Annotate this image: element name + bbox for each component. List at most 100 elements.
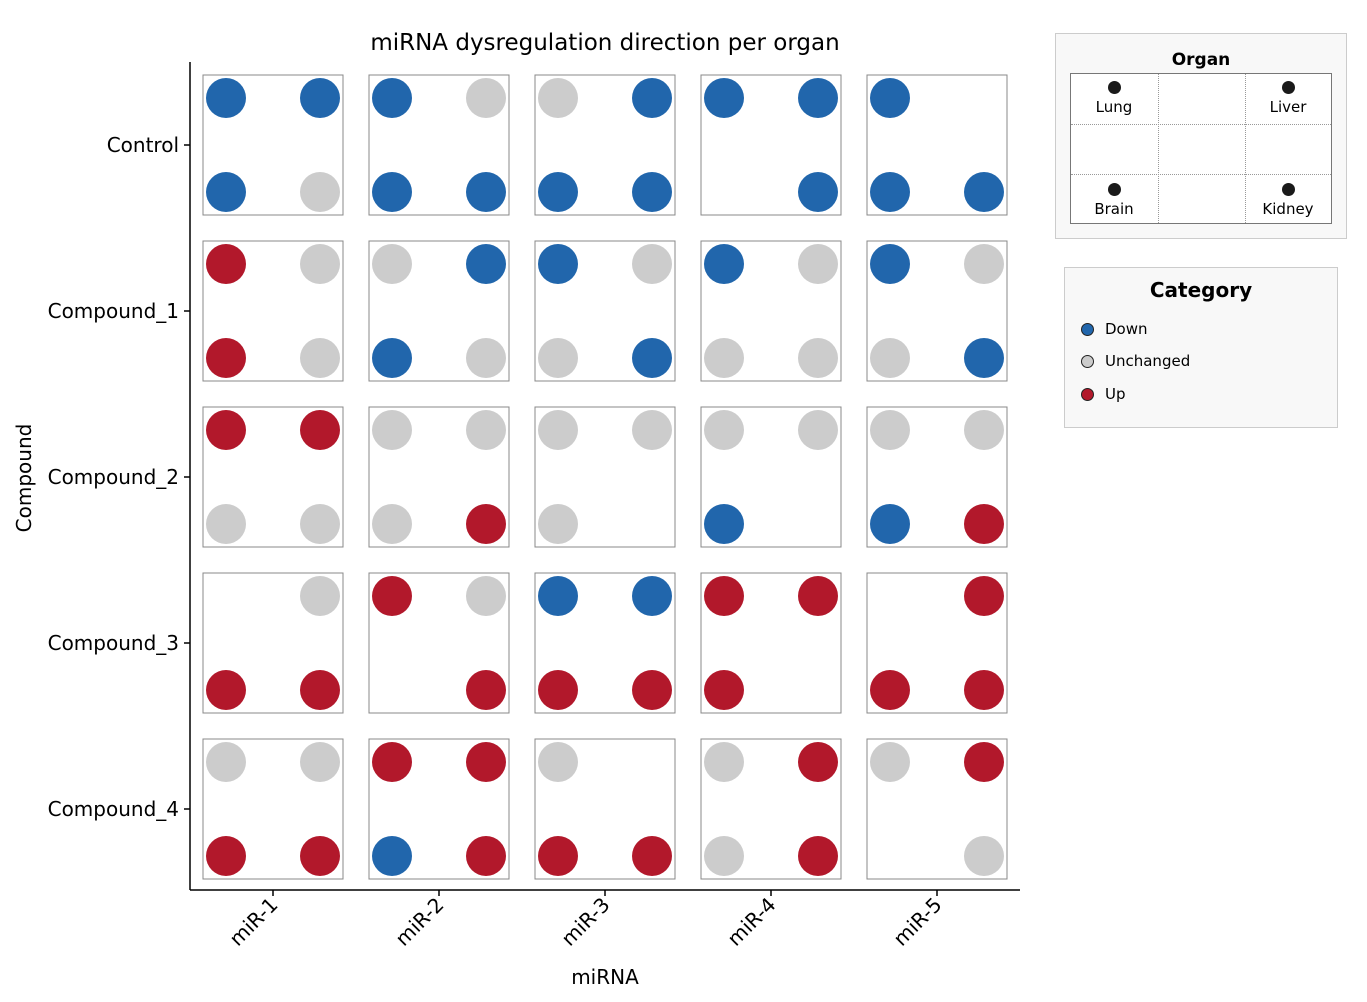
marker-lung-unchanged [870, 742, 910, 782]
organ-label-kidney: Kidney [1262, 200, 1314, 218]
organ-marker-dot [1107, 183, 1121, 196]
grid-divider [1071, 174, 1331, 175]
organ-position-lung: Lung [1079, 81, 1149, 116]
marker-brain-unchanged [206, 504, 246, 544]
y-tick-label: Control [107, 133, 179, 157]
marker-kidney-up [466, 504, 506, 544]
marker-lung-up [206, 410, 246, 450]
legend-item-up: Up [1081, 384, 1126, 404]
marker-brain-unchanged [870, 338, 910, 378]
unchanged-swatch-icon [1081, 354, 1094, 368]
marker-liver-unchanged [964, 410, 1004, 450]
marker-lung-down [704, 78, 744, 118]
marker-brain-down [372, 338, 412, 378]
marker-brain-unchanged [538, 338, 578, 378]
down-swatch-icon [1081, 322, 1094, 336]
organ-marker-dot [1107, 81, 1121, 94]
marker-lung-unchanged [870, 410, 910, 450]
marker-brain-up [206, 670, 246, 710]
marker-liver-unchanged [466, 576, 506, 616]
y-axis-ticks: Control Compound_1 Compound_2 Compound_3 Com… [48, 133, 190, 821]
marker-kidney-up [798, 836, 838, 876]
marker-kidney-up [466, 836, 506, 876]
marker-brain-down [372, 836, 412, 876]
marker-liver-up [300, 410, 340, 450]
marker-brain-unchanged [704, 836, 744, 876]
legend-label-unchanged: Unchanged [1105, 352, 1191, 370]
marker-kidney-down [798, 172, 838, 212]
marker-liver-unchanged [300, 244, 340, 284]
marker-liver-unchanged [466, 78, 506, 118]
marker-liver-up [798, 742, 838, 782]
marker-lung-unchanged [206, 742, 246, 782]
marker-lung-unchanged [538, 78, 578, 118]
marker-liver-up [798, 576, 838, 616]
marker-kidney-down [632, 172, 672, 212]
marker-lung-unchanged [704, 410, 744, 450]
category-legend-title: Category [1149, 278, 1253, 302]
x-tick-label: miR-3 [556, 893, 614, 951]
marker-liver-unchanged [300, 742, 340, 782]
marker-liver-up [964, 576, 1004, 616]
up-swatch-icon [1081, 387, 1094, 401]
marker-liver-unchanged [798, 410, 838, 450]
marker-liver-unchanged [466, 410, 506, 450]
marker-kidney-down [964, 338, 1004, 378]
marker-liver-unchanged [964, 244, 1004, 284]
marker-liver-down [798, 78, 838, 118]
marker-liver-up [466, 742, 506, 782]
organ-marker-dot [1281, 81, 1295, 94]
y-tick-label: Compound_3 [48, 631, 179, 655]
marker-brain-up [870, 670, 910, 710]
marker-brain-unchanged [538, 504, 578, 544]
marker-brain-down [538, 172, 578, 212]
x-tick-label: miR-1 [224, 893, 282, 951]
marker-lung-unchanged [372, 410, 412, 450]
marker-brain-down [870, 172, 910, 212]
plot-area [202, 74, 1008, 880]
x-tick-label: miR-5 [888, 893, 946, 951]
organ-label-brain: Brain [1094, 200, 1134, 218]
marker-kidney-up [964, 670, 1004, 710]
marker-lung-down [538, 576, 578, 616]
marker-brain-up [538, 836, 578, 876]
marker-liver-up [964, 742, 1004, 782]
marker-kidney-unchanged [798, 338, 838, 378]
marker-lung-unchanged [538, 410, 578, 450]
marker-lung-unchanged [372, 244, 412, 284]
marker-lung-down [704, 244, 744, 284]
marker-kidney-up [466, 670, 506, 710]
marker-kidney-down [466, 172, 506, 212]
marker-brain-down [870, 504, 910, 544]
grid-divider [1158, 74, 1159, 223]
organ-label-lung: Lung [1095, 98, 1133, 116]
organ-position-brain: Brain [1079, 183, 1149, 218]
marker-kidney-up [632, 670, 672, 710]
marker-lung-up [206, 244, 246, 284]
legend-item-down: Down [1081, 319, 1148, 339]
marker-kidney-up [300, 670, 340, 710]
legend-label-down: Down [1105, 320, 1148, 338]
marker-brain-unchanged [704, 338, 744, 378]
legend-item-unchanged: Unchanged [1081, 351, 1190, 371]
x-axis-label: miRNA [571, 965, 639, 989]
marker-brain-up [538, 670, 578, 710]
marker-liver-unchanged [632, 244, 672, 284]
legend-label-up: Up [1105, 385, 1126, 403]
marker-lung-unchanged [538, 742, 578, 782]
marker-kidney-unchanged [964, 836, 1004, 876]
marker-lung-down [538, 244, 578, 284]
marker-liver-down [632, 78, 672, 118]
organ-position-grid: Lung Liver Brain Kidney [1070, 73, 1332, 224]
y-axis-label: Compound [12, 424, 36, 533]
marker-liver-unchanged [300, 576, 340, 616]
grid-divider [1071, 124, 1331, 125]
y-tick-label: Compound_2 [48, 465, 179, 489]
chart-title: miRNA dysregulation direction per organ [370, 30, 839, 56]
marker-brain-up [206, 338, 246, 378]
marker-kidney-unchanged [300, 338, 340, 378]
x-axis-ticks: miR-1 miR-2 miR-3 miR-4 miR-5 [224, 890, 947, 951]
x-tick-label: miR-2 [390, 893, 448, 951]
marker-liver-down [466, 244, 506, 284]
marker-kidney-unchanged [300, 504, 340, 544]
